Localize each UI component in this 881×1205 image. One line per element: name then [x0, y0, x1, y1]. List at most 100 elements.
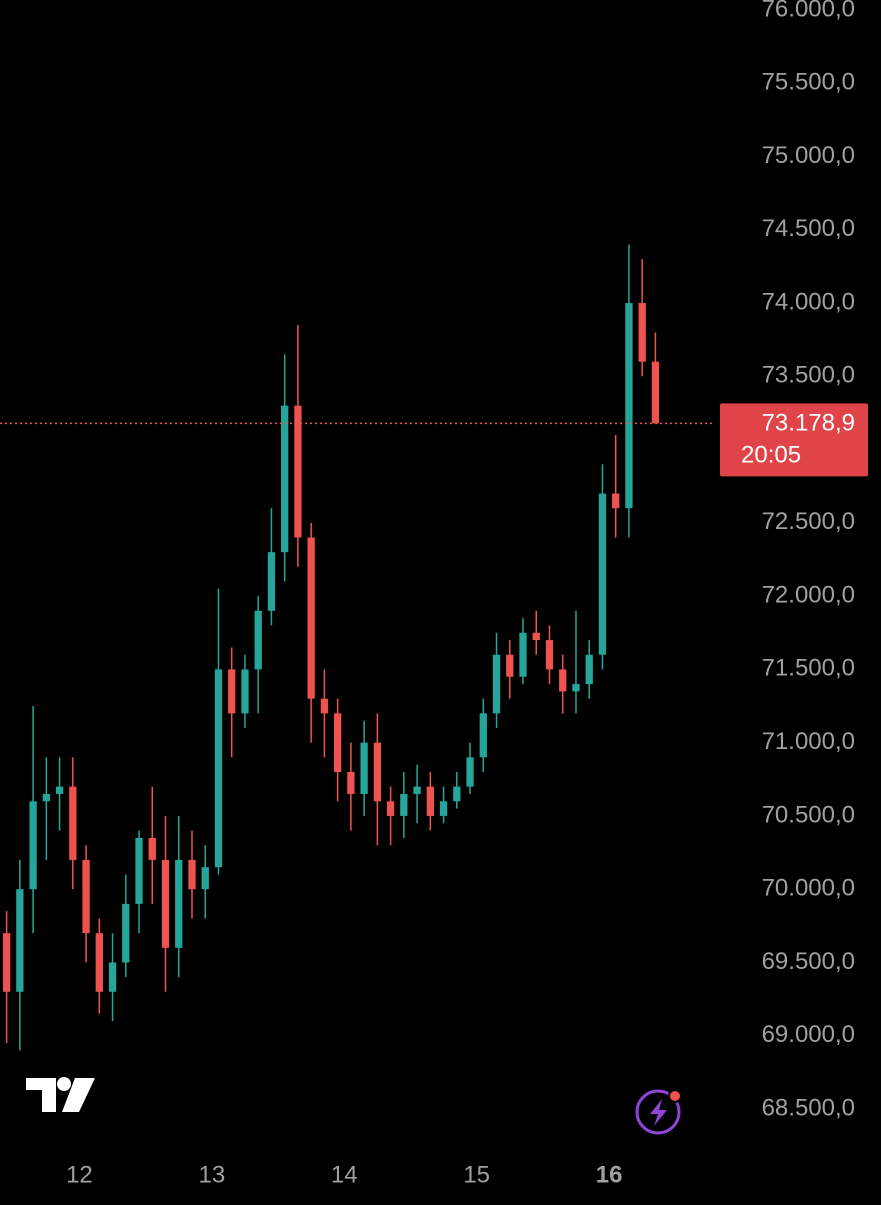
candle-body: [228, 669, 236, 714]
candle: [612, 434, 620, 538]
candle-body: [439, 801, 448, 816]
candle-body: [625, 303, 633, 509]
candle: [228, 647, 236, 758]
candle: [55, 757, 64, 831]
candle-body: [161, 859, 170, 948]
candle: [638, 259, 646, 377]
candle: [2, 911, 11, 1044]
countdown: 20:05: [741, 442, 801, 469]
candle: [519, 618, 527, 685]
x-tick-label: 14: [331, 1161, 358, 1188]
candle-body: [638, 303, 646, 362]
candle-body: [651, 361, 660, 424]
price-label: 73.178,9: [762, 410, 855, 437]
candle-body: [307, 537, 315, 699]
candle: [281, 354, 289, 582]
candle: [188, 830, 196, 919]
candle-body: [122, 903, 130, 963]
y-tick-label: 76.000,0: [762, 0, 855, 22]
y-tick-label: 71.500,0: [762, 655, 855, 682]
y-tick-label: 72.000,0: [762, 581, 855, 608]
y-tick-label: 69.500,0: [762, 948, 855, 975]
candle-body: [373, 742, 382, 802]
candle-body: [175, 859, 183, 948]
candle: [16, 859, 24, 1051]
candle-body: [2, 933, 11, 992]
y-tick-label: 71.000,0: [762, 728, 855, 755]
candle: [69, 757, 77, 890]
candle-body: [347, 771, 355, 794]
candle-body: [413, 786, 421, 794]
candle-body: [400, 793, 408, 816]
candle-body: [42, 793, 50, 802]
candle: [426, 771, 434, 831]
x-tick-label: 16: [596, 1161, 623, 1188]
y-tick-label: 69.000,0: [762, 1021, 855, 1048]
candle-body: [479, 713, 487, 758]
candle: [373, 713, 382, 846]
candle: [135, 830, 143, 934]
candle-body: [201, 867, 209, 890]
candle-body: [426, 786, 434, 816]
candle-body: [360, 742, 368, 794]
candle-body: [267, 552, 276, 611]
candle-body: [29, 801, 37, 890]
candle-body: [241, 669, 249, 714]
candle: [492, 632, 501, 729]
candle-body: [466, 757, 474, 787]
candle-body: [598, 493, 607, 655]
y-tick-label: 74.500,0: [762, 215, 855, 242]
x-tick-label: 15: [463, 1161, 490, 1188]
candle: [161, 815, 170, 992]
candle: [241, 654, 249, 729]
candle-body: [545, 640, 554, 670]
candle-body: [585, 654, 593, 685]
candle: [598, 464, 607, 670]
candle-body: [492, 654, 501, 714]
candle-body: [214, 669, 223, 868]
candle: [267, 508, 276, 626]
candle: [95, 918, 103, 1014]
candle-body: [148, 837, 156, 860]
y-tick-label: 73.500,0: [762, 362, 855, 389]
candle: [294, 325, 302, 567]
candle-body: [333, 713, 342, 772]
candle-body: [294, 405, 302, 538]
candle: [651, 332, 660, 424]
candle: [307, 522, 315, 743]
candle-body: [135, 837, 143, 904]
candle-body: [55, 786, 64, 794]
candle: [320, 669, 329, 758]
candle: [333, 698, 342, 802]
candle-body: [16, 889, 24, 992]
candle-body: [506, 654, 514, 677]
x-tick-label: 13: [199, 1161, 226, 1188]
candle: [585, 640, 593, 699]
candle: [148, 786, 156, 904]
y-tick-label: 70.500,0: [762, 801, 855, 828]
candle-body: [95, 933, 103, 992]
alert-icon[interactable]: [635, 1089, 682, 1135]
candle-body: [69, 786, 77, 860]
candle: [506, 640, 514, 699]
candle-body: [612, 493, 620, 509]
candle: [466, 742, 474, 794]
y-tick-label: 74.000,0: [762, 288, 855, 315]
candle-body: [453, 786, 461, 802]
candle: [214, 588, 223, 875]
candle-body: [559, 669, 567, 692]
candle-body: [320, 698, 329, 714]
plot: 68.500,0 69.000,0 69.500,0 70.000,0 70.500,0…: [0, 0, 868, 1188]
logo: [26, 1077, 95, 1112]
candle: [559, 654, 567, 714]
candle: [479, 698, 487, 772]
y-tick-label: 75.500,0: [762, 69, 855, 96]
candle: [122, 874, 130, 978]
candle: [108, 933, 117, 1022]
candle-body: [532, 632, 540, 641]
candle-body: [572, 684, 580, 692]
candle-body: [281, 405, 289, 553]
